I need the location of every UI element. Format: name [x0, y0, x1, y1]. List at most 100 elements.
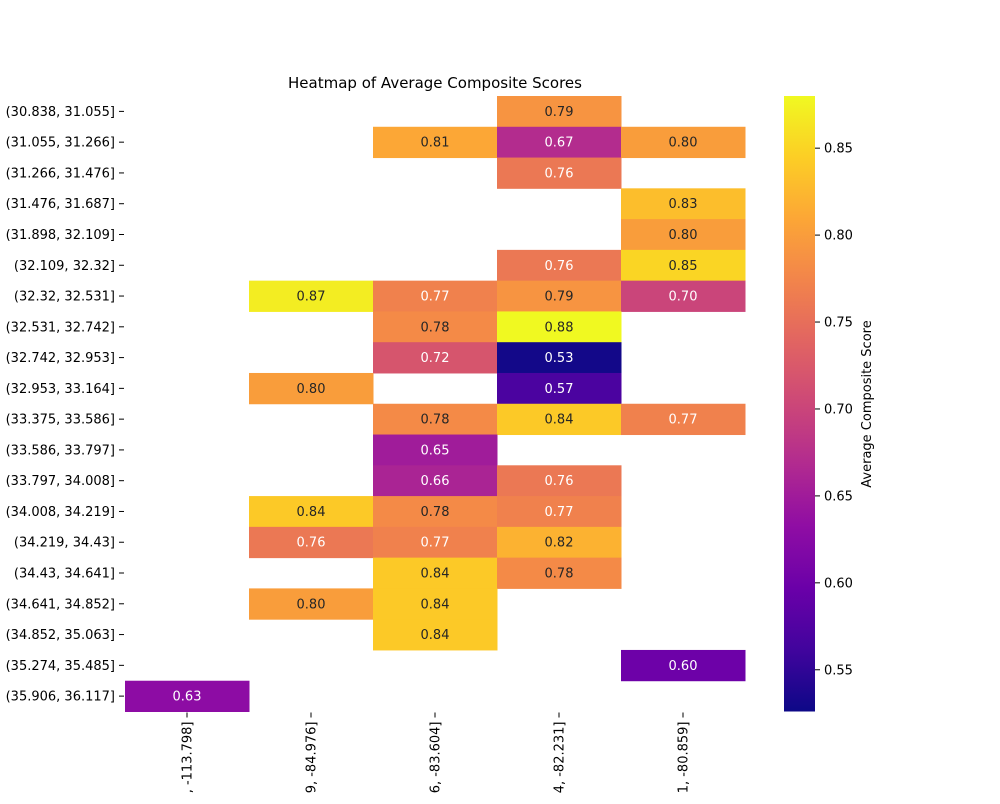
cell-value-label: 0.87: [297, 290, 326, 305]
heatmap-cell: [497, 249, 622, 282]
y-tick-label: (34.43, 34.641]: [14, 567, 115, 582]
y-tick-label: (33.797, 34.008]: [6, 474, 115, 489]
cell-value-label: 0.60: [669, 659, 698, 674]
heatmap-cell: [249, 372, 374, 405]
cell-value-label: 0.78: [545, 567, 574, 582]
y-tick-label: (33.586, 33.797]: [6, 443, 115, 458]
x-tick-label: 1, -80.859]: [677, 722, 692, 794]
heatmap-cell: [373, 465, 498, 497]
colorbar: 0.55 0.60 0.65 0.70 0.75 0.80 0.85: [784, 96, 853, 712]
colorbar-tick-label: 0.60: [824, 576, 853, 591]
y-tick-label: (32.109, 32.32]: [14, 259, 115, 274]
y-tick-label: (30.838, 31.055]: [6, 105, 115, 120]
heatmap-cell: [621, 649, 746, 682]
cell-value-label: 0.79: [545, 105, 574, 120]
cell-value-label: 0.80: [297, 382, 326, 397]
x-tick-labels: , -113.798] 9, -84.976] 6, -83.604] 4, -82.…: [181, 712, 692, 794]
heatmap-cell: [497, 157, 622, 189]
cell-value-label: 0.77: [545, 505, 574, 520]
y-tick-label: (32.32, 32.531]: [14, 290, 115, 305]
heatmap-cell: [497, 126, 622, 159]
heatmap-cell: [373, 126, 498, 159]
heatmap-cell: [497, 526, 622, 559]
cell-value-label: 0.84: [421, 567, 450, 582]
cell-value-label: 0.78: [421, 413, 450, 428]
y-tick-label: (35.906, 36.117]: [6, 690, 115, 705]
cell-value-label: 0.84: [297, 505, 326, 520]
cell-value-label: 0.77: [669, 413, 698, 428]
cell-value-label: 0.57: [545, 382, 574, 397]
y-tick-label: (34.008, 34.219]: [6, 505, 115, 520]
cell-value-label: 0.67: [545, 136, 574, 151]
cell-value-label: 0.80: [297, 597, 326, 612]
heatmap-cells: 0.79 0.81 0.67 0.80 0.76 0.83 0.80 0.76 0.85 0.87…: [125, 96, 746, 712]
heatmap-cell: [249, 588, 374, 620]
heatmap-cell: [125, 680, 250, 712]
heatmap-cell: [373, 526, 498, 559]
cell-value-label: 0.76: [545, 259, 574, 274]
y-tick-label: (35.274, 35.485]: [6, 659, 115, 674]
cell-value-label: 0.76: [297, 536, 326, 551]
y-tick-labels: (30.838, 31.055] (31.055, 31.266] (31.266,…: [6, 105, 124, 705]
heatmap-cell: [373, 619, 498, 651]
cell-value-label: 0.84: [545, 413, 574, 428]
cell-value-label: 0.65: [421, 443, 450, 458]
cell-value-label: 0.78: [421, 505, 450, 520]
heatmap-cell: [497, 465, 622, 497]
heatmap-cell: [497, 96, 622, 128]
cell-value-label: 0.53: [545, 351, 574, 366]
y-tick-label: (32.953, 33.164]: [6, 382, 115, 397]
heatmap-cell: [497, 403, 622, 436]
heatmap-cell: [621, 249, 746, 282]
cell-value-label: 0.80: [669, 228, 698, 243]
cell-value-label: 0.81: [421, 136, 450, 151]
colorbar-tick-label: 0.70: [824, 402, 853, 417]
y-tick-label: (34.219, 34.43]: [14, 536, 115, 551]
cell-value-label: 0.84: [421, 597, 450, 612]
colorbar-tick-label: 0.85: [824, 142, 853, 157]
cell-value-label: 0.83: [669, 197, 698, 212]
heatmap-cell: [373, 588, 498, 620]
heatmap-cell: [373, 434, 498, 466]
cell-value-label: 0.84: [421, 628, 450, 643]
y-tick-label: (31.055, 31.266]: [6, 136, 115, 151]
colorbar-gradient: [784, 96, 815, 712]
heatmap-cell: [373, 557, 498, 589]
heatmap-cell: [497, 496, 622, 528]
heatmap-cell: [373, 311, 498, 343]
heatmap-cell: [497, 311, 622, 343]
heatmap-cell: [621, 126, 746, 159]
heatmap-cell: [621, 280, 746, 312]
heatmap-cell: [249, 526, 374, 559]
y-tick-label: (32.742, 32.953]: [6, 351, 115, 366]
heatmap-cell: [249, 496, 374, 528]
colorbar-tick-label: 0.55: [824, 663, 853, 678]
colorbar-label: Average Composite Score: [860, 320, 875, 487]
cell-value-label: 0.85: [669, 259, 698, 274]
x-tick-label: 9, -84.976]: [305, 722, 320, 794]
chart-title: Heatmap of Average Composite Scores: [288, 74, 582, 92]
y-tick-label: (31.898, 32.109]: [6, 228, 115, 243]
y-tick-label: (33.375, 33.586]: [6, 413, 115, 428]
colorbar-tick-label: 0.80: [824, 229, 853, 244]
x-tick-label: 6, -83.604]: [429, 722, 444, 794]
heatmap-cell: [373, 403, 498, 436]
colorbar-tick-label: 0.65: [824, 489, 853, 504]
cell-value-label: 0.77: [421, 290, 450, 305]
cell-value-label: 0.70: [669, 290, 698, 305]
y-tick-label: (31.266, 31.476]: [6, 166, 115, 181]
heatmap-cell: [497, 372, 622, 405]
y-tick-label: (31.476, 31.687]: [6, 197, 115, 212]
x-tick-label: , -113.798]: [181, 722, 196, 794]
cell-value-label: 0.82: [545, 536, 574, 551]
heatmap-cell: [373, 496, 498, 528]
heatmap-cell: [621, 219, 746, 251]
heatmap-cell: [497, 557, 622, 589]
colorbar-tick-label: 0.75: [824, 316, 853, 331]
cell-value-label: 0.76: [545, 166, 574, 181]
cell-value-label: 0.66: [421, 474, 450, 489]
x-tick-label: 4, -82.231]: [553, 722, 568, 794]
heatmap-cell: [621, 403, 746, 436]
